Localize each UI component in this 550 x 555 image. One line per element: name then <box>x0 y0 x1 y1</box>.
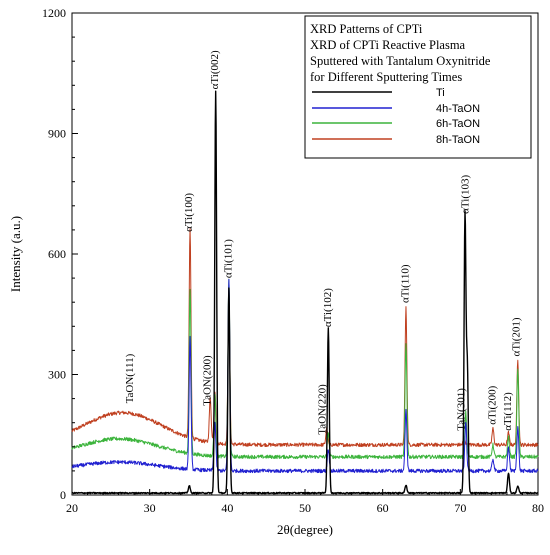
y-tick-label: 300 <box>48 368 66 382</box>
peak-annotation: αTi(200) <box>486 385 498 424</box>
series-line-8h-taon <box>71 228 539 448</box>
peak-annotation: αTi(201) <box>511 317 523 356</box>
x-tick-label: 80 <box>532 501 544 515</box>
peak-annotation: αTi(102) <box>322 288 334 327</box>
legend-title-line-1: XRD Patterns of CPTi <box>310 22 423 36</box>
y-tick-label: 1200 <box>42 6 66 20</box>
x-tick-label: 60 <box>377 501 389 515</box>
legend-title-line-3: Sputtered with Tantalum Oxynitride <box>310 54 491 68</box>
y-tick-label: 900 <box>48 127 66 141</box>
peak-annotation: αTi(100) <box>183 193 195 232</box>
peak-annotation: TaON(220) <box>316 384 328 435</box>
peak-annotations: αTi(100) αTi(002) αTi(101) αTi(102) αTi(110)… <box>124 50 523 435</box>
peak-annotation: αTi(110) <box>400 264 412 303</box>
y-tick-label: 600 <box>48 247 66 261</box>
peak-annotation: TaN(301) <box>455 388 467 431</box>
x-tick-label: 50 <box>299 501 311 515</box>
peak-annotation: TaON(111) <box>124 353 136 403</box>
y-axis: 0 300 600 900 1200 <box>42 6 78 502</box>
series-line-6h-taon <box>71 278 539 460</box>
legend-label-ti: Ti <box>436 87 445 99</box>
legend-title-line-2: XRD of CPTi Reactive Plasma <box>310 38 466 52</box>
y-tick-label: 0 <box>60 488 66 502</box>
x-axis-title: 2θ(degree) <box>277 522 333 537</box>
peak-annotation: αTi(112) <box>502 392 514 431</box>
peak-annotation: αTi(103) <box>459 175 471 214</box>
peak-annotation: αTi(101) <box>222 239 234 278</box>
y-axis-title: Intensity (a.u.) <box>8 216 23 292</box>
x-tick-label: 20 <box>66 501 78 515</box>
x-tick-label: 30 <box>144 501 156 515</box>
x-tick-label: 40 <box>221 501 233 515</box>
peak-annotation: αTi(002) <box>209 50 221 89</box>
legend-label-6h: 6h-TaON <box>436 118 480 130</box>
legend-title-line-4: for Different Sputtering Times <box>310 70 462 84</box>
x-tick-label: 70 <box>454 501 466 515</box>
legend: XRD Patterns of CPTi XRD of CPTi Reactiv… <box>304 15 532 159</box>
legend-label-8h: 8h-TaON <box>436 134 480 146</box>
peak-annotation: TaON(200) <box>201 355 213 406</box>
legend-box <box>304 15 532 159</box>
x-axis: 20 30 40 50 60 70 80 <box>66 489 544 515</box>
legend-label-4h: 4h-TaON <box>436 103 480 115</box>
series-line-4h-taon <box>71 278 539 474</box>
